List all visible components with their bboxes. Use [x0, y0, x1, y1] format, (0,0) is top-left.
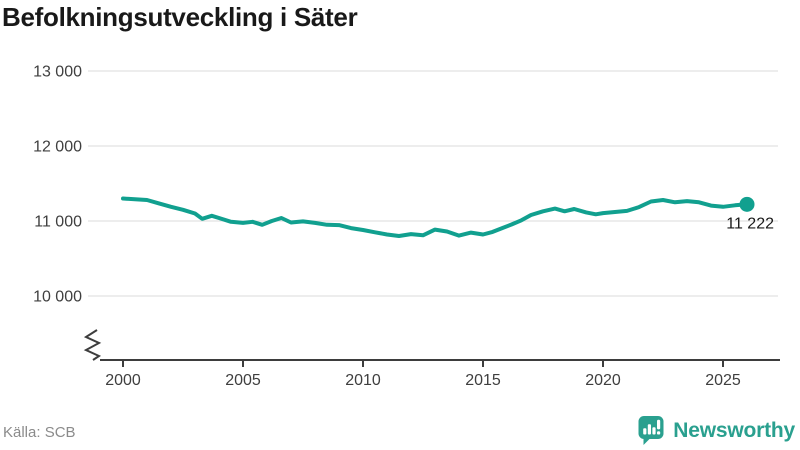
- y-tick-label: 11 000: [34, 214, 82, 231]
- newsworthy-logo[interactable]: Newsworthy: [637, 415, 795, 446]
- y-tick-label: 13 000: [33, 64, 82, 81]
- x-tick-label: 2000: [105, 372, 141, 389]
- chart-title: Befolkningsutveckling i Säter: [2, 2, 358, 32]
- axis-break-icon: [83, 329, 102, 361]
- y-tick-label: 10 000: [33, 289, 82, 306]
- x-tick-label: 2025: [705, 372, 741, 389]
- newsworthy-wordmark: Newsworthy: [673, 418, 795, 442]
- latest-point[interactable]: [739, 196, 755, 212]
- x-tick-label: 2005: [225, 372, 261, 389]
- x-tick-label: 2020: [585, 372, 621, 389]
- source-label: Källa: SCB: [3, 424, 76, 441]
- newsworthy-bubble-icon: [638, 416, 664, 445]
- latest-value-label: 11 222: [726, 215, 774, 232]
- x-tick-label: 2015: [465, 372, 501, 389]
- x-tick-label: 2010: [345, 372, 381, 389]
- y-tick-label: 12 000: [33, 139, 82, 156]
- population-line: [121, 196, 749, 238]
